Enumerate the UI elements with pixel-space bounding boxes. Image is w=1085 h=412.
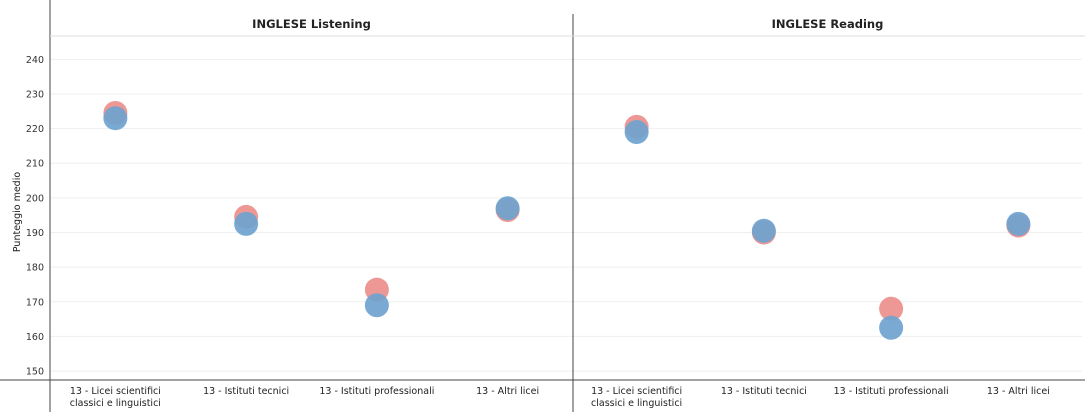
data-point bbox=[879, 296, 904, 321]
category-label: 13 - Istituti professionali bbox=[834, 386, 949, 397]
panel-title: INGLESE Listening bbox=[252, 17, 371, 31]
category-label: 13 - Istituti professionali bbox=[319, 386, 434, 397]
category-label-line: 13 - Licei scientifici bbox=[591, 386, 682, 397]
y-tick-label: 160 bbox=[26, 332, 44, 343]
category-label: 13 - Istituti tecnici bbox=[203, 386, 289, 397]
category-label-line: classici e linguistici bbox=[591, 398, 682, 409]
category-label-line: 13 - Istituti professionali bbox=[319, 386, 434, 397]
panel-titles: INGLESE Listening INGLESE Reading bbox=[252, 17, 883, 31]
data-point bbox=[103, 106, 128, 131]
y-tick-label: 170 bbox=[26, 297, 44, 308]
y-tick-label: 150 bbox=[26, 367, 44, 378]
category-labels: 13 - Licei scientifici classici e linguis… bbox=[70, 386, 1050, 409]
category-label: 13 - Altri licei bbox=[987, 386, 1050, 397]
category-label-line: 13 - Altri licei bbox=[476, 386, 539, 397]
y-tick-label: 220 bbox=[26, 124, 44, 135]
category-label-line: 13 - Istituti professionali bbox=[834, 386, 949, 397]
y-tick-label: 200 bbox=[26, 193, 44, 204]
y-axis: 150 160 170 180 190 200 210 220 230 240 bbox=[26, 55, 44, 378]
category-label-line: 13 - Istituti tecnici bbox=[203, 386, 289, 397]
y-axis-label: Punteggio medio bbox=[12, 172, 23, 252]
category-label: 13 - Altri licei bbox=[476, 386, 539, 397]
data-points bbox=[103, 101, 1031, 340]
data-point bbox=[495, 196, 520, 221]
y-tick-label: 230 bbox=[26, 89, 44, 100]
y-tick-label: 210 bbox=[26, 159, 44, 170]
data-point bbox=[879, 315, 904, 340]
category-label-line: 13 - Licei scientifici bbox=[70, 386, 161, 397]
data-point bbox=[624, 120, 649, 145]
category-label-line: 13 - Altri licei bbox=[987, 386, 1050, 397]
category-label-line: classici e linguistici bbox=[70, 398, 161, 409]
y-tick-label: 240 bbox=[26, 55, 44, 66]
category-label: 13 - Licei scientifici classici e linguis… bbox=[591, 386, 682, 409]
data-point bbox=[1006, 211, 1031, 236]
grid-layer bbox=[50, 58, 1082, 372]
category-label: 13 - Istituti tecnici bbox=[721, 386, 807, 397]
data-point bbox=[364, 293, 389, 318]
data-point bbox=[234, 211, 259, 236]
data-point bbox=[751, 218, 776, 243]
y-tick-label: 190 bbox=[26, 228, 44, 239]
category-label-line: 13 - Istituti tecnici bbox=[721, 386, 807, 397]
category-label: 13 - Licei scientifici classici e linguis… bbox=[70, 386, 161, 409]
y-tick-label: 180 bbox=[26, 263, 44, 274]
panel-title: INGLESE Reading bbox=[772, 17, 884, 31]
